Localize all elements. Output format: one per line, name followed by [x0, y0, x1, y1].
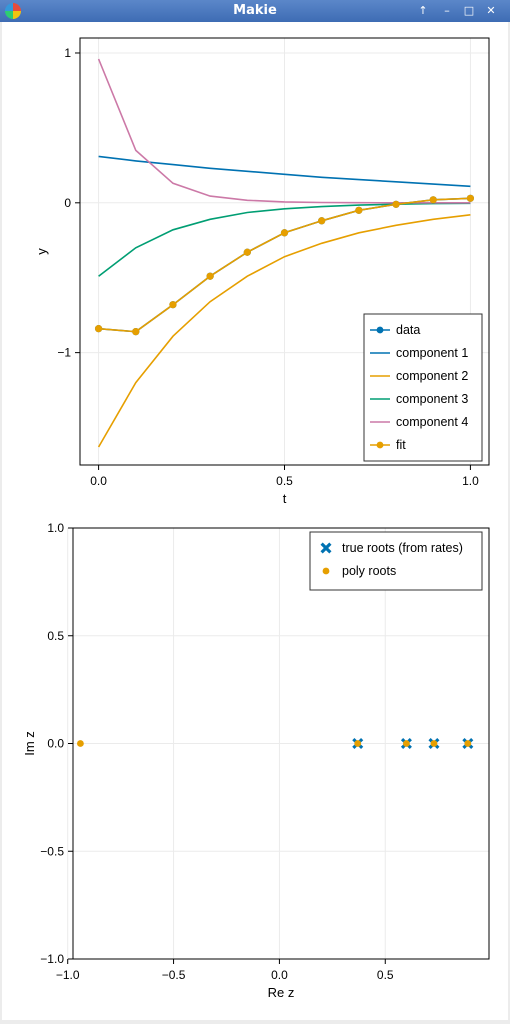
point-poly-roots [354, 740, 362, 747]
point-fit [169, 301, 177, 309]
legend-marker-swatch [320, 542, 332, 554]
point-poly-roots [77, 740, 84, 747]
x-axis-label: t [283, 491, 287, 506]
x-tick-label: 0.5 [276, 474, 293, 488]
x-tick-label: −1.0 [56, 968, 80, 982]
legend-entry-label: fit [396, 438, 406, 452]
x-tick-label: 1.0 [462, 474, 479, 488]
legend-marker-swatch [376, 326, 384, 334]
title-bar[interactable]: Makie ↑ – □ ✕ [0, 0, 510, 22]
point-fit [243, 248, 251, 256]
window-title: Makie [233, 3, 277, 18]
close-icon[interactable]: ✕ [486, 4, 496, 17]
legend-entry-label: data [396, 323, 420, 337]
minimize-icon[interactable]: – [444, 4, 450, 17]
point-fit [466, 194, 475, 202]
legend-box [363, 313, 483, 462]
y-axis-label: y [34, 248, 49, 255]
plot-1-axes: 0.0 0.5 1.0 −1 0 1 t y [34, 37, 490, 506]
up-arrow-icon[interactable]: ↑ [418, 4, 428, 17]
y-tick-label: 0.0 [47, 737, 64, 751]
plot-2-axes: −1.0 −0.5 0.0 0.5 −1.0 −0.5 0.0 0.5 1.0 Re z Im z [22, 521, 490, 1000]
y-axis-label: Im z [22, 731, 37, 756]
x-tick-label: 0.0 [271, 968, 288, 982]
point-fit [318, 217, 326, 225]
series-line-component-1 [98, 155, 471, 188]
figure-svg: 0.0 0.5 1.0 −1 0 1 t y data component 1 component … [22, 37, 490, 1000]
point-poly-roots [430, 740, 438, 747]
figure-canvas[interactable]: 0.0 0.5 1.0 −1 0 1 t y data component 1 component … [2, 22, 508, 1020]
legend-entry-label: component 1 [396, 346, 468, 360]
maximize-icon[interactable]: □ [463, 4, 475, 17]
x-tick-label: −0.5 [162, 968, 186, 982]
x-axis-label: Re z [268, 985, 295, 1000]
point-fit [280, 229, 289, 237]
y-tick-label: 1.0 [47, 521, 64, 535]
y-tick-label: 0 [64, 196, 71, 210]
legend-marker-swatch [322, 567, 330, 575]
legend-entry-label: true roots (from rates) [342, 541, 463, 555]
point-fit [392, 200, 400, 208]
y-tick-label: 0.5 [47, 629, 64, 643]
point-fit [206, 272, 214, 280]
series-line-component-3 [98, 202, 471, 277]
x-tick-label: 0.5 [377, 968, 394, 982]
legend-entry-label: poly roots [342, 564, 396, 578]
y-tick-label: −1 [57, 346, 71, 360]
legend-marker-swatch [376, 441, 384, 449]
legend-entry-label: component 2 [396, 369, 468, 383]
point-poly-roots [464, 740, 472, 747]
point-fit [132, 328, 140, 336]
x-tick-label: 0.0 [90, 474, 107, 488]
y-tick-label: −1.0 [40, 952, 64, 966]
plot-1-legend: data component 1 component 2 component 3 com… [363, 313, 483, 462]
legend-entry-label: component 4 [396, 415, 468, 429]
point-fit [429, 196, 437, 204]
y-tick-label: −0.5 [40, 844, 64, 858]
y-tick-label: 1 [64, 46, 71, 60]
point-fit [94, 325, 103, 333]
legend-entry-label: component 3 [396, 392, 468, 406]
point-poly-roots [403, 740, 410, 747]
legend-box [309, 531, 483, 591]
plot-2-legend: true roots (from rates) poly roots [309, 531, 483, 591]
series-line-component-2 [97, 214, 471, 448]
point-fit [355, 206, 363, 214]
app-logo-icon [5, 3, 21, 19]
